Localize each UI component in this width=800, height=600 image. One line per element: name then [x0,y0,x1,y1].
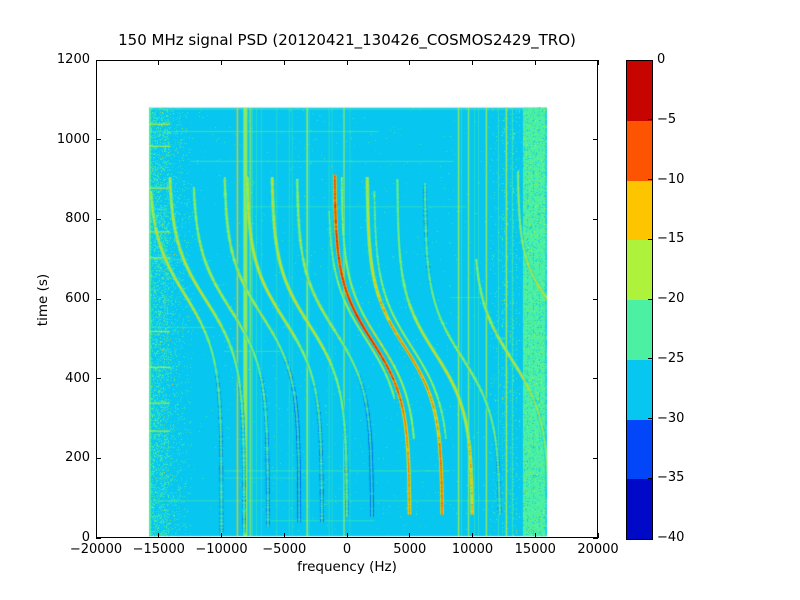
x-tick-mark [95,60,97,65]
colorbar-band [627,359,652,420]
colorbar-tick-label: −15 [657,231,685,247]
y-tick-mark [96,139,101,141]
x-axis-label: frequency (Hz) [297,559,397,575]
x-tick-mark [346,533,348,538]
colorbar-tick-label: −35 [657,470,685,486]
colorbar-band [627,419,652,480]
colorbar-tick-mark [648,119,652,121]
x-tick-mark [283,60,285,65]
colorbar-band [627,240,652,300]
x-tick-label: 20000 [577,542,619,557]
x-tick-mark [346,60,348,65]
y-tick-label: 200 [65,450,90,466]
colorbar-tick-label: −40 [657,530,685,545]
y-tick-mark [593,378,598,380]
x-tick-label: 15000 [514,542,556,557]
y-tick-label: 600 [65,291,90,306]
y-tick-mark [593,457,598,459]
colorbar-tick-mark [648,358,652,360]
colorbar-band [627,120,652,181]
y-tick-label: 1200 [56,52,90,67]
colorbar-band [627,180,652,241]
y-tick-mark [593,218,598,220]
colorbar-tick-mark [648,418,652,419]
chart-title: 150 MHz signal PSD (20120421_130426_COSM… [118,31,576,49]
x-tick-mark [534,60,536,65]
y-tick-mark [593,298,598,300]
colorbar-tick-mark [648,238,652,240]
colorbar-tick-label: 0 [657,52,666,67]
y-tick-mark [593,139,598,141]
colorbar-tick-label: −10 [657,171,685,187]
y-tick-mark [96,218,101,220]
spectrogram-image [96,60,598,538]
colorbar [626,60,653,540]
y-tick-label: 800 [65,211,90,227]
x-tick-label: 5000 [393,542,427,557]
x-tick-mark [158,533,160,538]
x-tick-mark [409,533,411,538]
y-tick-label: 1000 [56,131,90,147]
colorbar-tick-label: −5 [657,111,677,127]
y-tick-label: 0 [81,530,90,545]
x-tick-label: −20000 [69,542,123,557]
x-tick-mark [409,60,411,65]
y-tick-mark [96,378,101,380]
y-tick-mark [96,537,101,539]
x-tick-label: −15000 [132,542,185,557]
x-tick-mark [472,60,473,65]
x-tick-label: −5000 [262,542,307,557]
x-tick-mark [221,60,222,65]
y-tick-mark [593,537,598,539]
x-tick-label: 10000 [451,542,494,557]
x-tick-label: 0 [342,542,352,557]
y-tick-mark [593,59,598,61]
colorbar-tick-mark [648,298,652,300]
x-tick-mark [158,60,160,65]
x-tick-label: −10000 [195,542,248,557]
colorbar-tick-label: −20 [657,291,685,306]
colorbar-band [627,479,652,539]
y-tick-mark [96,59,101,61]
x-tick-mark [597,533,599,538]
y-tick-label: 400 [65,370,90,386]
x-tick-mark [221,533,222,538]
x-tick-mark [283,533,285,538]
colorbar-tick-label: −30 [657,410,685,426]
x-tick-mark [597,60,599,65]
x-tick-mark [534,533,536,538]
colorbar-tick-label: −25 [657,350,685,366]
x-tick-mark [472,533,473,538]
colorbar-band [627,61,652,121]
colorbar-tick-mark [648,179,652,180]
y-tick-mark [96,457,101,459]
y-tick-mark [96,298,101,300]
colorbar-band [627,300,652,360]
colorbar-tick-mark [648,477,652,479]
